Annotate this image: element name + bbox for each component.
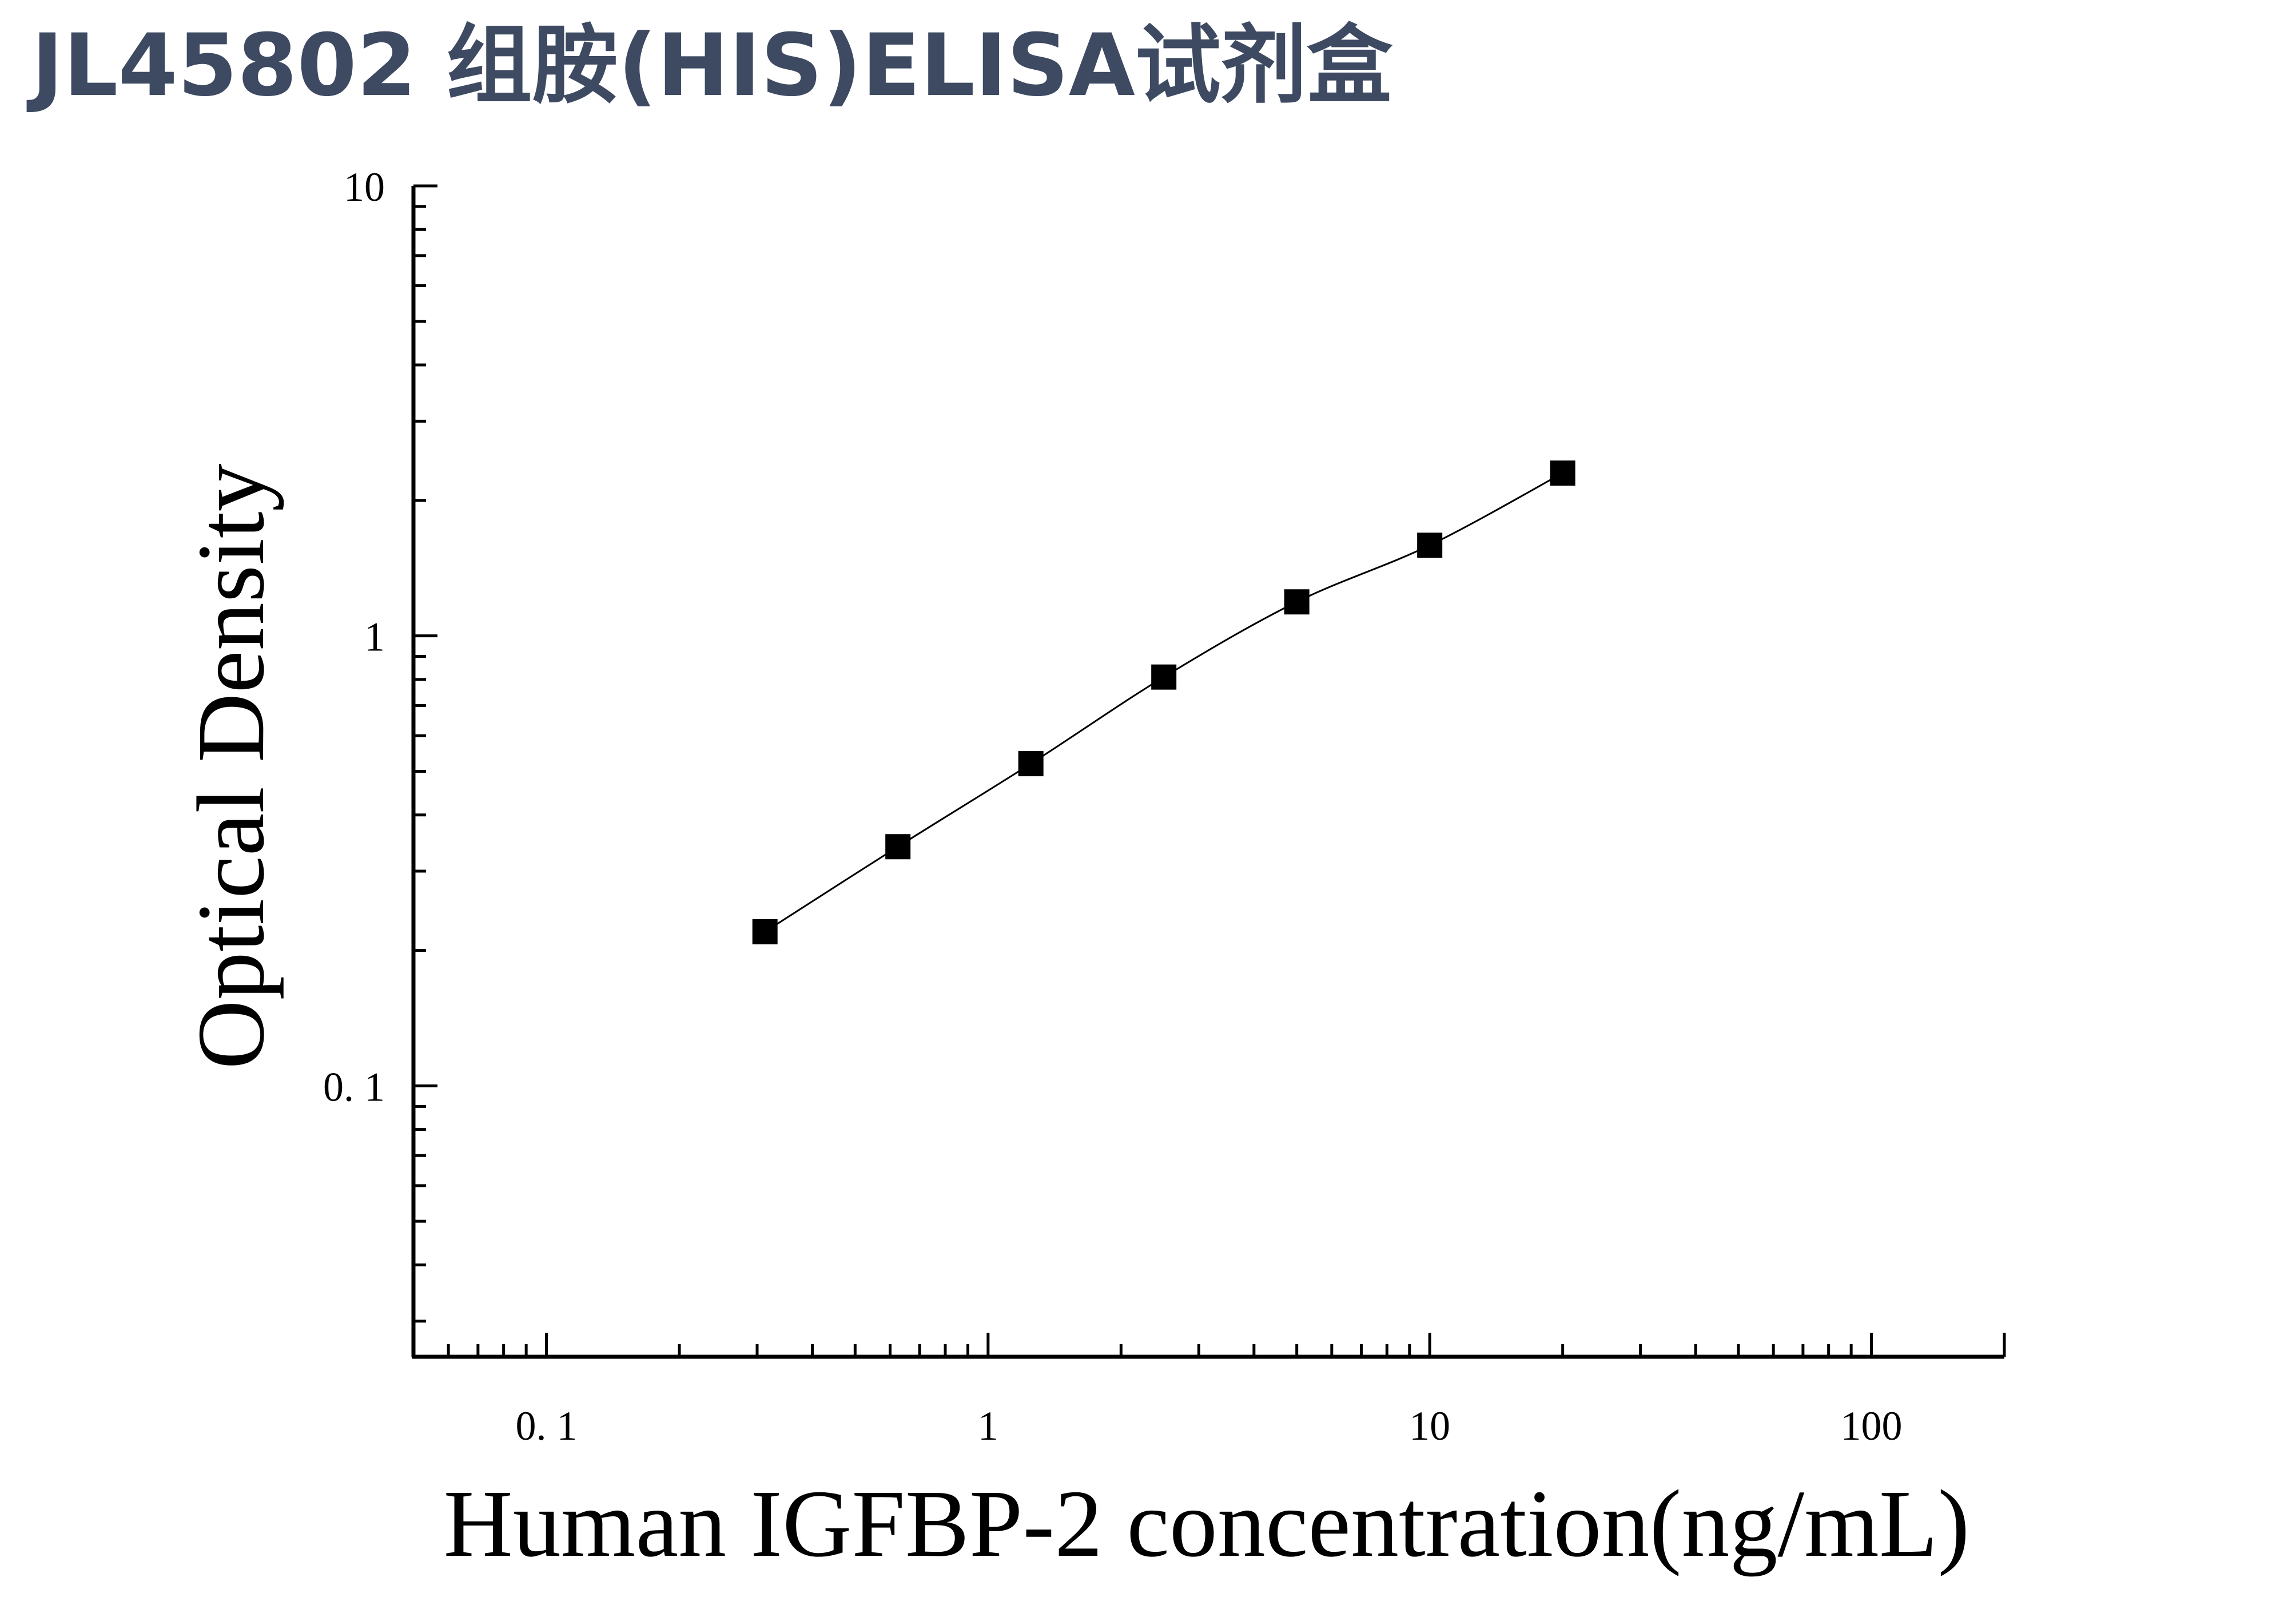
data-point: [885, 834, 911, 860]
tick-labels: 0. 1 1 10 100 0. 1 1 10: [323, 164, 1903, 1449]
data-point: [1151, 664, 1177, 690]
fitted-curve-layer: [764, 472, 1563, 933]
y-axis-ticks: [413, 184, 437, 1323]
x-axis-title: Human IGFBP-2 concentration(ng/mL): [444, 1471, 1970, 1577]
x-tick-label: 10: [1409, 1403, 1450, 1449]
data-point: [1284, 589, 1310, 615]
data-point: [1550, 460, 1575, 486]
page-title: JL45802 组胺(HIS)ELISA试剂盒: [31, 16, 1392, 116]
x-axis-ticks: [412, 1333, 2006, 1357]
data-points: [752, 460, 1575, 944]
y-tick-label: 0. 1: [323, 1064, 385, 1110]
y-tick-label: 10: [344, 164, 385, 210]
x-tick-label: 100: [1841, 1403, 1903, 1449]
x-tick-label: 0. 1: [515, 1403, 577, 1449]
data-point: [752, 919, 778, 944]
y-axis-title: Optical Density: [178, 463, 284, 1069]
data-point: [1417, 533, 1443, 558]
y-tick-label: 1: [364, 614, 385, 660]
x-tick-label: 1: [978, 1403, 998, 1449]
fitted-curve: [764, 472, 1563, 933]
data-point: [1018, 751, 1044, 777]
axes: [411, 186, 2004, 1359]
